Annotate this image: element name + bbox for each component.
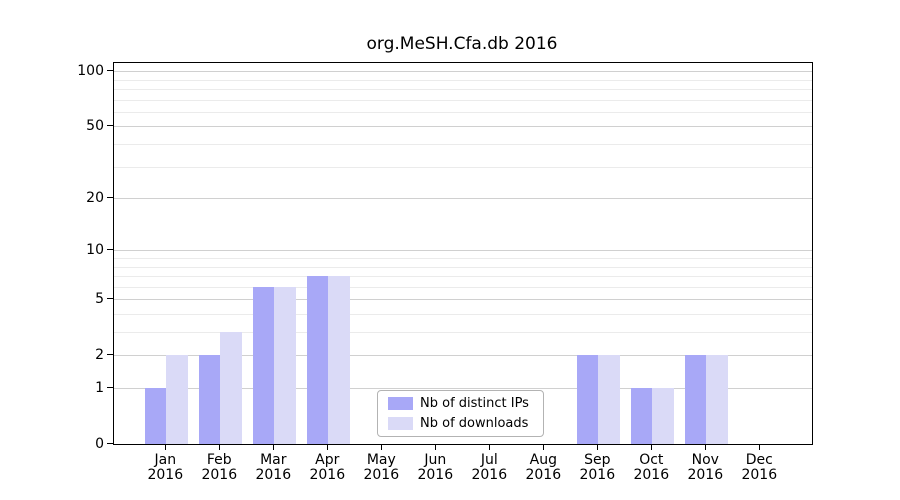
y-tick — [107, 443, 113, 444]
minor-gridline — [114, 332, 812, 334]
legend-item-downloads: Nb of downloads — [388, 416, 543, 431]
bar-distinct-ips — [144, 388, 167, 444]
legend-item-distinct-ips: Nb of distinct IPs — [388, 396, 543, 411]
x-tick — [489, 444, 491, 450]
bar-downloads — [598, 355, 620, 444]
legend: Nb of distinct IPs Nb of downloads — [377, 390, 544, 437]
y-tick-label: 100 — [77, 62, 104, 79]
minor-gridline — [114, 111, 812, 113]
x-tick-label: Dec 2016 — [741, 452, 778, 483]
bar-distinct-ips — [630, 388, 653, 444]
bar-downloads — [220, 332, 242, 444]
bar-downloads — [652, 388, 674, 444]
minor-gridline — [114, 99, 812, 101]
plot-area: Nb of distinct IPs Nb of downloads — [113, 62, 813, 445]
minor-gridline — [114, 79, 812, 81]
y-tick-label: 1 — [95, 379, 104, 396]
major-gridline — [114, 126, 812, 128]
major-gridline — [114, 71, 812, 73]
bar-distinct-ips — [576, 355, 599, 444]
x-tick-label: Nov 2016 — [687, 452, 724, 483]
y-tick — [107, 70, 113, 72]
minor-gridline — [114, 89, 812, 91]
x-tick — [381, 444, 383, 450]
minor-gridline — [114, 286, 812, 288]
y-tick — [107, 298, 113, 300]
minor-gridline — [114, 144, 812, 146]
bar-distinct-ips — [306, 276, 329, 444]
y-tick-label: 50 — [86, 117, 104, 134]
x-tick-label: Apr 2016 — [309, 452, 346, 483]
y-tick — [107, 197, 113, 199]
x-tick-label: May 2016 — [363, 452, 400, 483]
x-tick — [759, 444, 761, 450]
x-tick-label: Mar 2016 — [255, 452, 292, 483]
y-tick-label: 20 — [86, 189, 104, 206]
y-tick — [107, 354, 113, 356]
x-tick — [435, 444, 437, 450]
x-tick-label: Aug 2016 — [525, 452, 562, 483]
y-tick-label: 10 — [86, 241, 104, 258]
bar-downloads — [166, 355, 188, 444]
legend-swatch-distinct-ips — [388, 397, 413, 410]
x-tick — [543, 444, 545, 450]
x-tick-label: Sep 2016 — [579, 452, 616, 483]
legend-label-downloads: Nb of downloads — [420, 416, 529, 431]
x-tick — [165, 444, 167, 450]
y-tick — [107, 125, 113, 127]
x-tick — [327, 444, 329, 450]
x-tick — [597, 444, 599, 450]
bar-downloads — [328, 276, 350, 444]
bar-distinct-ips — [252, 286, 275, 444]
y-tick-label: 2 — [95, 346, 104, 363]
x-tick-label: Oct 2016 — [633, 452, 670, 483]
x-tick — [219, 444, 221, 450]
x-tick — [651, 444, 653, 450]
major-gridline — [114, 299, 812, 301]
bar-downloads — [706, 355, 728, 444]
x-tick — [705, 444, 707, 450]
legend-swatch-downloads — [388, 417, 413, 430]
minor-gridline — [114, 276, 812, 278]
x-tick-label: Feb 2016 — [201, 452, 238, 483]
y-tick — [107, 387, 113, 388]
x-tick — [273, 444, 275, 450]
minor-gridline — [114, 313, 812, 315]
chart-title: org.MeSH.Cfa.db 2016 — [366, 34, 558, 54]
major-gridline — [114, 388, 812, 389]
minor-gridline — [114, 258, 812, 259]
minor-gridline — [114, 266, 812, 268]
bar-distinct-ips — [684, 355, 707, 444]
y-tick-label: 0 — [95, 435, 104, 452]
major-gridline — [114, 250, 812, 252]
x-tick-label: Jan 2016 — [147, 452, 184, 483]
bar-distinct-ips — [198, 355, 221, 444]
bar-downloads — [274, 286, 296, 444]
y-tick-label: 5 — [95, 290, 104, 307]
major-gridline — [114, 355, 812, 357]
x-tick-label: Jun 2016 — [417, 452, 454, 483]
legend-label-distinct-ips: Nb of distinct IPs — [420, 396, 529, 411]
x-tick-label: Jul 2016 — [471, 452, 508, 483]
y-tick — [107, 249, 113, 251]
major-gridline — [114, 198, 812, 200]
minor-gridline — [114, 166, 812, 168]
